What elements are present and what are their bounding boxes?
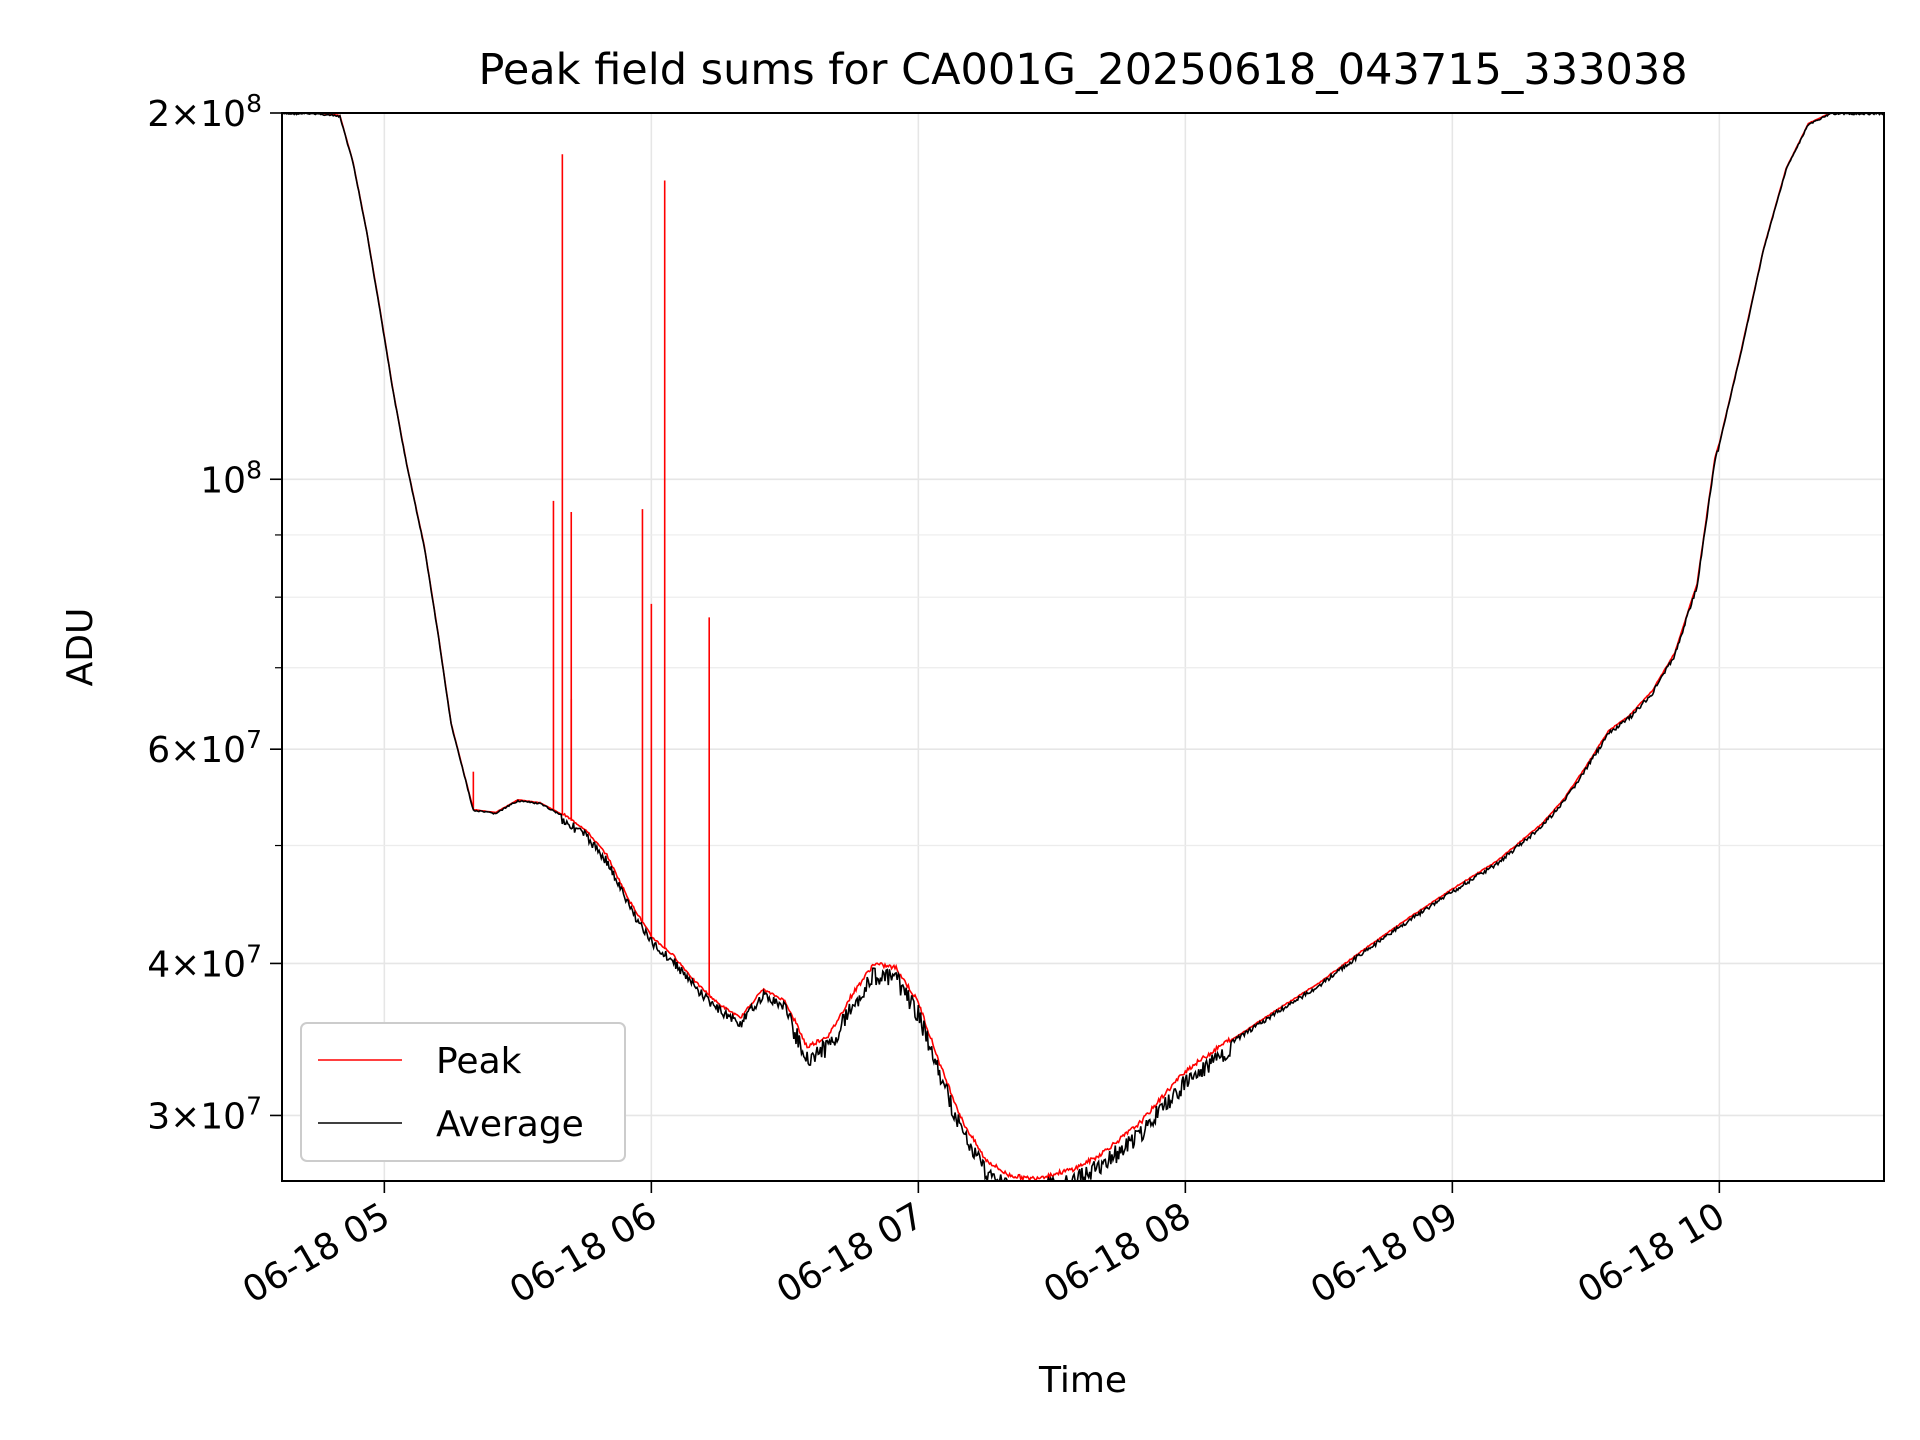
y-tick-label: 4×107 (147, 939, 262, 985)
y-tick-label: 6×107 (147, 725, 262, 771)
grid (282, 112, 1884, 1181)
legend-label-peak: Peak (436, 1041, 522, 1082)
x-axis-title: Time (1038, 1360, 1127, 1401)
legend-box (300, 1022, 626, 1162)
x-tick-label: 06-18 09 (1304, 1195, 1465, 1311)
plot-frame (281, 112, 1885, 1182)
series-line-average (282, 113, 1884, 1181)
y-tick-label: 108 (200, 455, 262, 501)
x-tick-label: 06-18 07 (770, 1195, 931, 1311)
series-layer (282, 113, 1884, 1181)
x-tick-label: 06-18 10 (1571, 1195, 1732, 1311)
chart-title: Peak field sums for CA001G_20250618_0437… (478, 45, 1687, 95)
legend: Peak Average (300, 1022, 626, 1162)
x-tick-label: 06-18 05 (236, 1195, 397, 1311)
x-tick-label: 06-18 08 (1037, 1195, 1198, 1311)
legend-label-average: Average (436, 1104, 584, 1145)
y-tick-label: 2×108 (147, 89, 262, 135)
x-tick-label: 06-18 06 (503, 1195, 664, 1311)
y-axis-title: ADU (60, 608, 101, 687)
y-tick-label: 3×107 (147, 1091, 262, 1137)
series-line-peak (282, 113, 1884, 1181)
